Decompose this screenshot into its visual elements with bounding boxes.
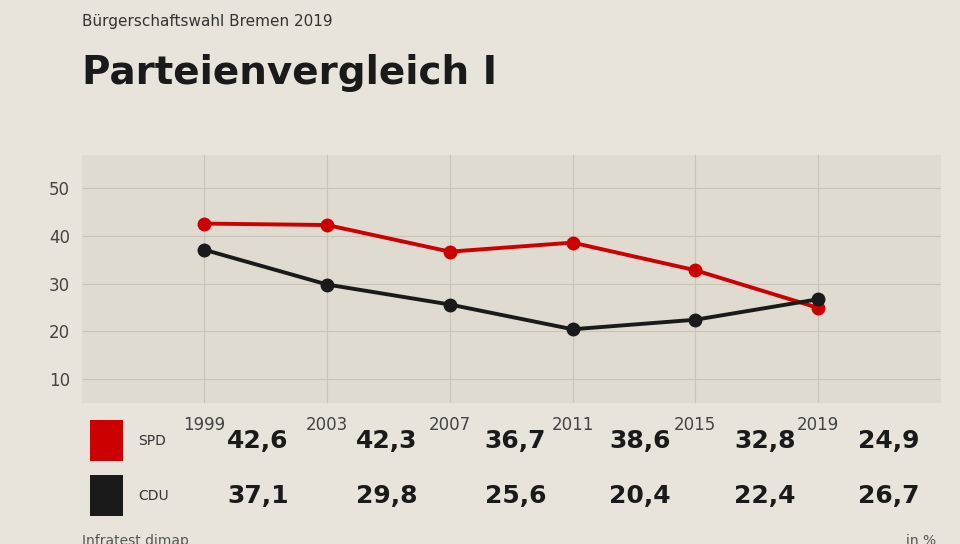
- Text: 29,8: 29,8: [356, 484, 418, 508]
- Text: 42,3: 42,3: [356, 429, 418, 453]
- Text: Bürgerschaftswahl Bremen 2019: Bürgerschaftswahl Bremen 2019: [82, 14, 332, 29]
- Text: 25,6: 25,6: [485, 484, 546, 508]
- Bar: [90, 475, 123, 516]
- Text: 36,7: 36,7: [485, 429, 546, 453]
- Text: 42,6: 42,6: [227, 429, 289, 453]
- Text: CDU: CDU: [138, 489, 169, 503]
- Text: 37,1: 37,1: [227, 484, 289, 508]
- Text: 32,8: 32,8: [733, 429, 796, 453]
- Text: Parteienvergleich I: Parteienvergleich I: [82, 54, 496, 92]
- Text: 38,6: 38,6: [610, 429, 671, 453]
- Text: Infratest dimap: Infratest dimap: [82, 534, 188, 544]
- Text: 22,4: 22,4: [733, 484, 796, 508]
- Bar: [90, 421, 123, 461]
- Text: 24,9: 24,9: [858, 429, 920, 453]
- Text: 26,7: 26,7: [858, 484, 920, 508]
- Text: 20,4: 20,4: [610, 484, 671, 508]
- Text: SPD: SPD: [138, 434, 166, 448]
- Text: in %: in %: [906, 534, 936, 544]
